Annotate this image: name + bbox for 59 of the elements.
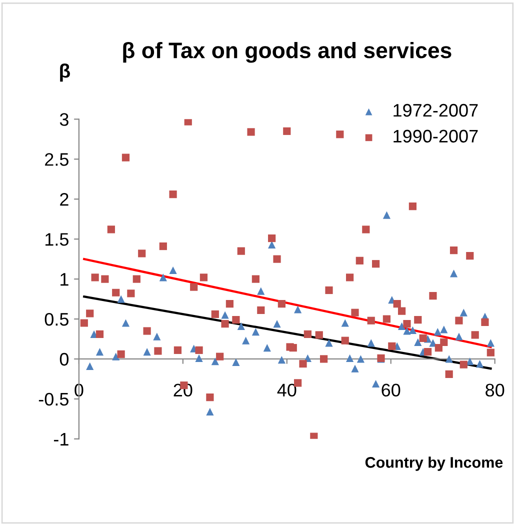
point	[232, 358, 240, 366]
point	[450, 270, 458, 278]
y-tick-label: 3	[60, 113, 68, 126]
point	[440, 326, 448, 334]
y-tick-label: 1.5	[46, 233, 68, 246]
point	[112, 352, 120, 360]
x-tick-label: 60	[382, 384, 400, 397]
point	[455, 332, 463, 340]
y-tick-label: -0.5	[38, 392, 68, 406]
point	[242, 336, 250, 344]
y-tick-label: -1	[54, 433, 68, 446]
point	[257, 287, 265, 295]
point	[211, 358, 219, 366]
point	[195, 354, 203, 362]
point	[356, 355, 365, 363]
point	[86, 362, 94, 370]
point	[486, 339, 494, 347]
point	[367, 339, 375, 347]
point	[153, 332, 161, 340]
x-tick-label: 40	[277, 384, 296, 397]
point	[117, 295, 125, 303]
point	[341, 319, 349, 327]
point	[408, 326, 417, 334]
point	[169, 266, 177, 274]
point	[273, 320, 281, 328]
y-axis-title: β	[60, 64, 70, 82]
point	[206, 408, 214, 416]
point	[372, 380, 380, 388]
y-tick-label: 0	[60, 352, 69, 366]
point	[252, 328, 260, 336]
point	[460, 308, 468, 316]
point	[294, 306, 302, 314]
legend-label: 1972-2007	[394, 104, 478, 117]
chart-title: β of Tax on goods and services	[123, 42, 452, 63]
point	[403, 327, 411, 335]
point	[143, 348, 151, 356]
y-tick-label: 2.5	[45, 153, 68, 166]
point	[237, 322, 245, 330]
point	[398, 322, 406, 330]
point	[351, 364, 359, 372]
point	[263, 344, 271, 352]
point	[445, 355, 453, 363]
point	[434, 328, 442, 336]
point	[325, 339, 333, 347]
point	[159, 274, 167, 282]
y-tick-label: 1	[60, 273, 68, 286]
x-axis-title: Country by Income	[365, 456, 503, 471]
point	[382, 211, 391, 219]
y-tick-label: 2	[60, 193, 68, 206]
x-tick-label: 80	[486, 384, 504, 397]
point	[122, 319, 130, 327]
point	[414, 338, 422, 346]
point	[96, 348, 104, 356]
y-tick-label: 0.5	[44, 312, 68, 326]
point	[221, 311, 229, 319]
legend-label: 1990-2007	[394, 130, 478, 143]
point	[346, 354, 354, 362]
point	[476, 360, 484, 368]
point	[278, 356, 286, 364]
